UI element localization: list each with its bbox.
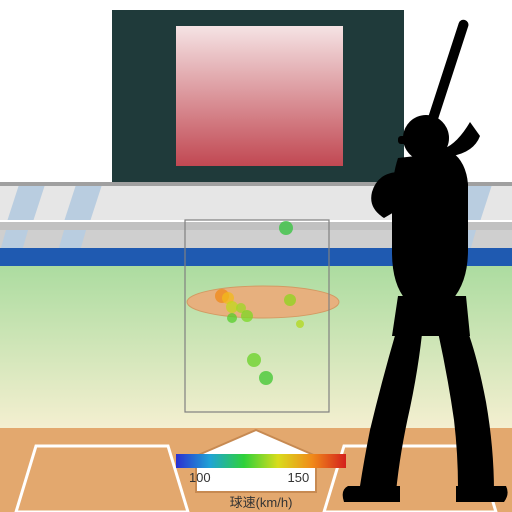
batter-silhouette [0, 0, 512, 512]
